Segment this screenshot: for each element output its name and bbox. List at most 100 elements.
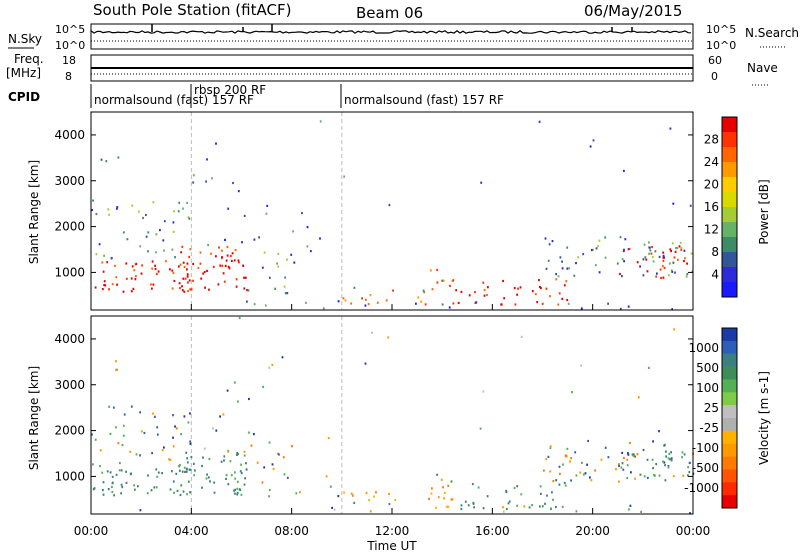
- data-cell: [183, 290, 186, 293]
- data-cell: [474, 291, 476, 294]
- data-cell: [125, 481, 128, 484]
- data-cell: [566, 298, 569, 302]
- data-cell: [236, 453, 238, 456]
- data-cell: [674, 271, 676, 274]
- data-cell: [188, 217, 191, 220]
- data-cell: [590, 248, 593, 252]
- data-cell: [135, 275, 137, 278]
- data-cell: [223, 280, 226, 283]
- data-cell: [246, 289, 248, 292]
- data-cell: [658, 474, 661, 477]
- data-cell: [112, 406, 115, 409]
- data-cell: [555, 505, 557, 509]
- data-cell: [224, 264, 227, 267]
- data-cell: [539, 285, 541, 289]
- data-cell: [95, 212, 98, 216]
- data-cell: [516, 504, 519, 507]
- data-cell: [224, 238, 226, 241]
- data-cell: [147, 250, 149, 253]
- data-cell: [688, 471, 691, 474]
- data-cell: [369, 510, 372, 513]
- data-cell: [452, 279, 455, 282]
- colorbar-segment: [722, 162, 737, 178]
- data-cell: [263, 251, 266, 254]
- data-cell: [595, 247, 598, 250]
- data-cell: [547, 455, 550, 458]
- data-cell: [117, 442, 120, 445]
- colorbar-segment: [722, 366, 737, 380]
- data-cell: [420, 300, 423, 303]
- data-cell: [203, 270, 206, 274]
- data-cell: [671, 270, 674, 273]
- data-cell: [649, 249, 652, 252]
- data-cell: [244, 477, 246, 480]
- data-cell: [235, 278, 238, 281]
- data-cell: [111, 485, 113, 489]
- data-cell: [185, 470, 188, 473]
- data-cell: [268, 441, 271, 444]
- data-cell: [178, 465, 181, 468]
- data-cell: [154, 267, 157, 271]
- data-cell: [543, 469, 545, 472]
- cpid-segment-0: normalsound (fast) 157 RF: [94, 93, 254, 107]
- data-cell: [562, 463, 564, 466]
- data-cell: [559, 256, 562, 259]
- data-cell: [486, 293, 488, 297]
- data-cell: [671, 308, 674, 311]
- data-cell: [651, 245, 653, 249]
- data-cell: [234, 477, 237, 480]
- data-cell: [182, 261, 185, 264]
- data-cell: [555, 479, 558, 482]
- data-cell: [157, 471, 160, 474]
- colorbar-segment: [722, 340, 737, 355]
- data-cell: [662, 256, 665, 259]
- data-cell: [592, 248, 594, 251]
- data-cell: [538, 120, 541, 123]
- data-cell: [575, 262, 577, 265]
- data-cell: [630, 471, 632, 474]
- data-cell: [245, 468, 248, 471]
- data-cell: [293, 261, 296, 264]
- data-cell: [153, 486, 156, 489]
- data-cell: [232, 181, 234, 185]
- data-cell: [648, 241, 650, 244]
- power-y-ticks: 1000 2000 3000 4000: [54, 128, 693, 279]
- data-cell: [186, 268, 188, 271]
- data-cell: [629, 504, 632, 507]
- data-cell: [371, 331, 373, 334]
- data-cell: [100, 158, 103, 161]
- data-cell: [431, 288, 434, 291]
- data-cell: [106, 261, 109, 264]
- data-cell: [139, 245, 142, 248]
- data-cell: [177, 265, 180, 268]
- data-cell: [189, 412, 191, 415]
- data-cell: [108, 213, 111, 216]
- data-cell: [580, 307, 583, 310]
- data-cell: [165, 260, 167, 263]
- data-cell: [680, 248, 683, 251]
- data-cell: [227, 207, 230, 210]
- data-cell: [441, 303, 444, 306]
- data-cell: [121, 486, 124, 489]
- data-cell: [551, 491, 553, 494]
- data-cell: [98, 243, 101, 246]
- data-cell: [282, 456, 285, 459]
- data-cell: [108, 405, 110, 408]
- data-cell: [689, 512, 691, 515]
- data-cell: [215, 142, 217, 145]
- data-cell: [152, 412, 154, 415]
- data-cell: [475, 301, 478, 304]
- data-cell: [455, 289, 458, 292]
- data-cell: [208, 288, 210, 291]
- nsearch-label: N.Search: [745, 26, 799, 40]
- data-cell: [673, 328, 676, 331]
- data-cell: [271, 463, 274, 466]
- colorbar-tick-label: 4: [711, 268, 719, 282]
- data-cell: [364, 304, 367, 307]
- cpid-segment-2: normalsound (fast) 157 RF: [344, 93, 504, 107]
- data-cell: [448, 306, 451, 309]
- data-cell: [479, 427, 482, 430]
- data-cell: [111, 283, 114, 286]
- data-cell: [557, 303, 560, 306]
- data-cell: [235, 285, 238, 288]
